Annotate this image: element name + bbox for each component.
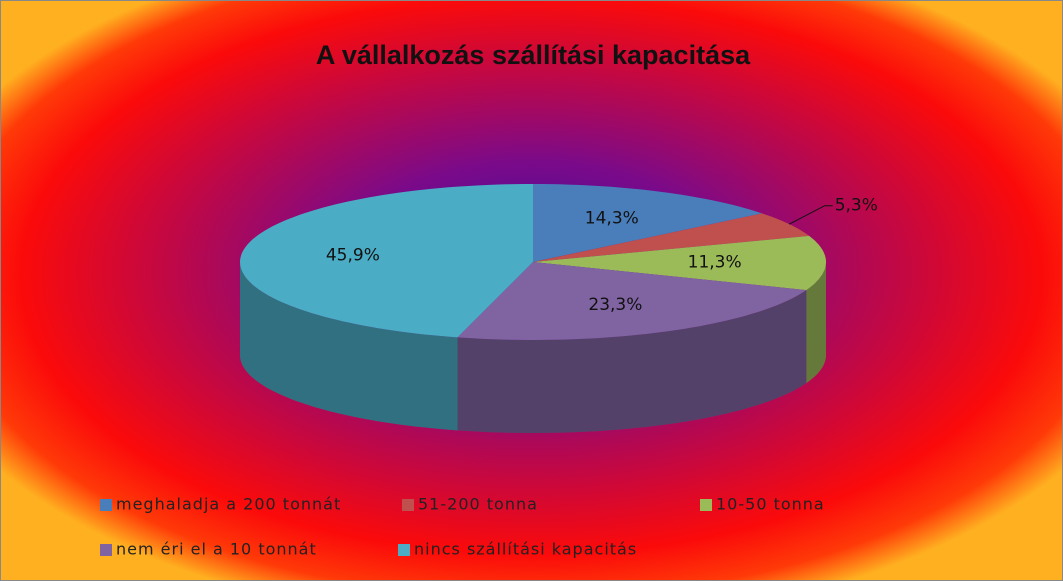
legend-swatch (100, 499, 112, 511)
pie-slice (533, 184, 763, 262)
pie-side (240, 262, 458, 431)
pie-slice (457, 262, 807, 340)
data-label: 45,9% (326, 246, 380, 266)
chart-title: A vállalkozás szállítási kapacitása (316, 40, 751, 70)
data-label: 23,3% (588, 295, 642, 315)
data-label: 11,3% (688, 253, 742, 273)
data-label: 14,3% (585, 208, 639, 228)
pie-side (806, 262, 826, 384)
legend-label: nem éri el a 10 tonnát (116, 540, 317, 559)
data-label: 5,3% (835, 196, 878, 216)
pie-slice (533, 235, 826, 291)
legend-swatch (398, 544, 410, 556)
pie-slice (240, 184, 533, 338)
legend-label: nincs szállítási kapacitás (414, 540, 637, 559)
legend-label: meghaladja a 200 tonnát (116, 495, 341, 514)
pie-side-shade (806, 262, 826, 384)
pie-slice (533, 213, 810, 262)
pie-side (457, 290, 807, 433)
pie-side-shade (457, 290, 807, 433)
leader-line (788, 205, 833, 225)
legend-swatch (402, 499, 414, 511)
pie-side-shade (240, 262, 458, 431)
legend-swatch (700, 499, 712, 511)
legend-label: 51-200 tonna (418, 495, 538, 514)
legend-label: 10-50 tonna (716, 495, 825, 514)
legend-swatch (100, 544, 112, 556)
